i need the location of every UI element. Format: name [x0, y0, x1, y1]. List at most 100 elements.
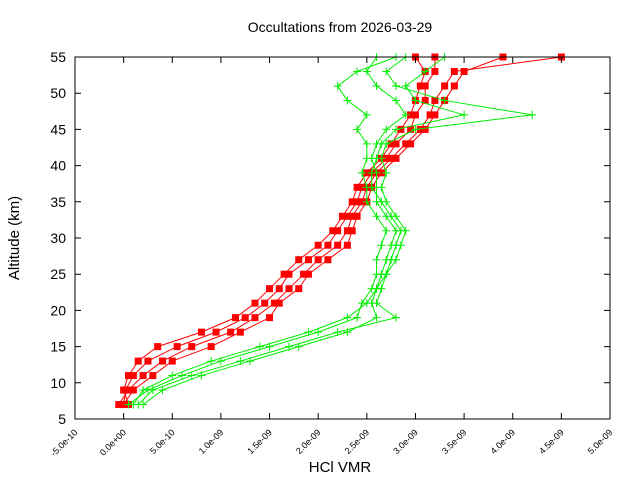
- data-point-plus: [411, 96, 420, 105]
- data-point-square: [261, 299, 269, 307]
- data-point-plus: [396, 226, 405, 235]
- data-point-square: [353, 212, 361, 220]
- data-point-square: [377, 169, 385, 177]
- data-point-square: [431, 67, 439, 75]
- data-point-plus: [392, 96, 400, 105]
- data-point-square: [154, 343, 162, 351]
- x-tick-label: 5.0e-10: [148, 427, 177, 456]
- data-point-square: [339, 212, 346, 220]
- data-point-square: [168, 357, 176, 365]
- data-point-plus: [178, 371, 186, 380]
- data-point-square: [125, 386, 132, 394]
- data-point-square: [275, 299, 283, 307]
- data-point-square: [197, 328, 205, 336]
- series-1-profile-2-line: [128, 56, 397, 405]
- data-point-plus: [372, 212, 381, 221]
- data-point-plus: [143, 386, 152, 395]
- data-point-square: [421, 125, 429, 133]
- data-point-square: [144, 357, 152, 365]
- data-point-plus: [139, 400, 148, 409]
- data-point-plus: [401, 110, 410, 119]
- data-point-square: [295, 256, 303, 264]
- data-point-square: [407, 125, 415, 133]
- data-point-square: [207, 343, 215, 351]
- data-point-square: [431, 111, 439, 119]
- data-point-square: [125, 372, 132, 380]
- data-point-plus: [372, 81, 381, 90]
- y-tick-label: 30: [50, 230, 66, 246]
- data-point-plus: [207, 357, 216, 366]
- y-tick-label: 50: [50, 85, 66, 101]
- data-point-square: [115, 401, 123, 409]
- data-point-square: [227, 328, 235, 336]
- data-point-square: [280, 270, 288, 278]
- data-point-plus: [440, 96, 449, 105]
- data-point-plus: [197, 371, 206, 380]
- data-point-plus: [343, 96, 352, 105]
- data-point-plus: [362, 139, 371, 148]
- data-point-square: [421, 82, 429, 90]
- x-tick-label: 4.0e-09: [488, 427, 517, 456]
- data-point-square: [348, 227, 356, 235]
- data-point-square: [300, 270, 308, 278]
- data-point-square: [232, 314, 239, 322]
- data-point-plus: [372, 270, 381, 279]
- x-tick-label: 3.0e-09: [391, 427, 420, 456]
- data-point-plus: [362, 110, 371, 119]
- data-point-square: [363, 169, 371, 177]
- data-point-square: [212, 328, 220, 336]
- data-point-plus: [387, 255, 396, 264]
- data-point-plus: [353, 67, 362, 76]
- data-point-plus: [377, 183, 386, 192]
- data-point-plus: [343, 328, 352, 337]
- data-point-plus: [372, 255, 381, 264]
- y-tick-label: 20: [50, 302, 66, 318]
- data-point-plus: [333, 81, 342, 90]
- data-point-square: [343, 241, 351, 249]
- data-point-square: [334, 227, 342, 235]
- data-point-square: [304, 256, 312, 264]
- y-tick-label: 15: [50, 339, 66, 355]
- data-point-plus: [382, 125, 391, 134]
- data-point-plus: [357, 168, 366, 177]
- data-point-square: [450, 67, 458, 75]
- data-point-plus: [377, 197, 386, 206]
- data-point-square: [358, 198, 366, 206]
- data-point-square: [134, 357, 142, 365]
- data-point-plus: [382, 168, 391, 177]
- data-point-plus: [372, 154, 381, 163]
- data-point-square: [402, 140, 410, 148]
- x-tick-label: -5.0e-10: [49, 427, 80, 458]
- data-point-square: [129, 386, 137, 394]
- data-point-square: [421, 96, 429, 104]
- data-point-square: [348, 198, 356, 206]
- data-point-square: [353, 183, 361, 191]
- x-tick-label: 0.0e+00: [98, 427, 128, 457]
- data-point-plus: [362, 197, 371, 206]
- data-point-plus: [382, 67, 391, 76]
- data-point-plus: [377, 139, 386, 148]
- data-point-square: [139, 372, 147, 380]
- data-point-square: [241, 314, 249, 322]
- data-point-plus: [528, 110, 537, 119]
- y-tick-label: 10: [50, 375, 66, 391]
- data-point-plus: [382, 226, 391, 235]
- data-point-plus: [353, 125, 362, 134]
- data-point-square: [149, 372, 157, 380]
- data-point-square: [173, 343, 181, 351]
- x-axis-label: HCl VMR: [309, 459, 372, 476]
- data-point-plus: [357, 299, 366, 308]
- data-point-square: [431, 96, 439, 104]
- x-tick-label: 4.5e-09: [537, 427, 566, 456]
- y-axis-label: Altitude (km): [6, 196, 23, 280]
- data-point-square: [411, 111, 419, 119]
- y-tick-label: 35: [50, 194, 66, 210]
- data-point-square: [353, 198, 361, 206]
- data-point-square: [285, 270, 293, 278]
- data-point-square: [343, 212, 351, 220]
- data-point-plus: [372, 284, 381, 293]
- data-point-square: [324, 241, 332, 249]
- data-point-plus: [362, 154, 371, 163]
- x-tick-label: 5.0e-09: [586, 427, 615, 456]
